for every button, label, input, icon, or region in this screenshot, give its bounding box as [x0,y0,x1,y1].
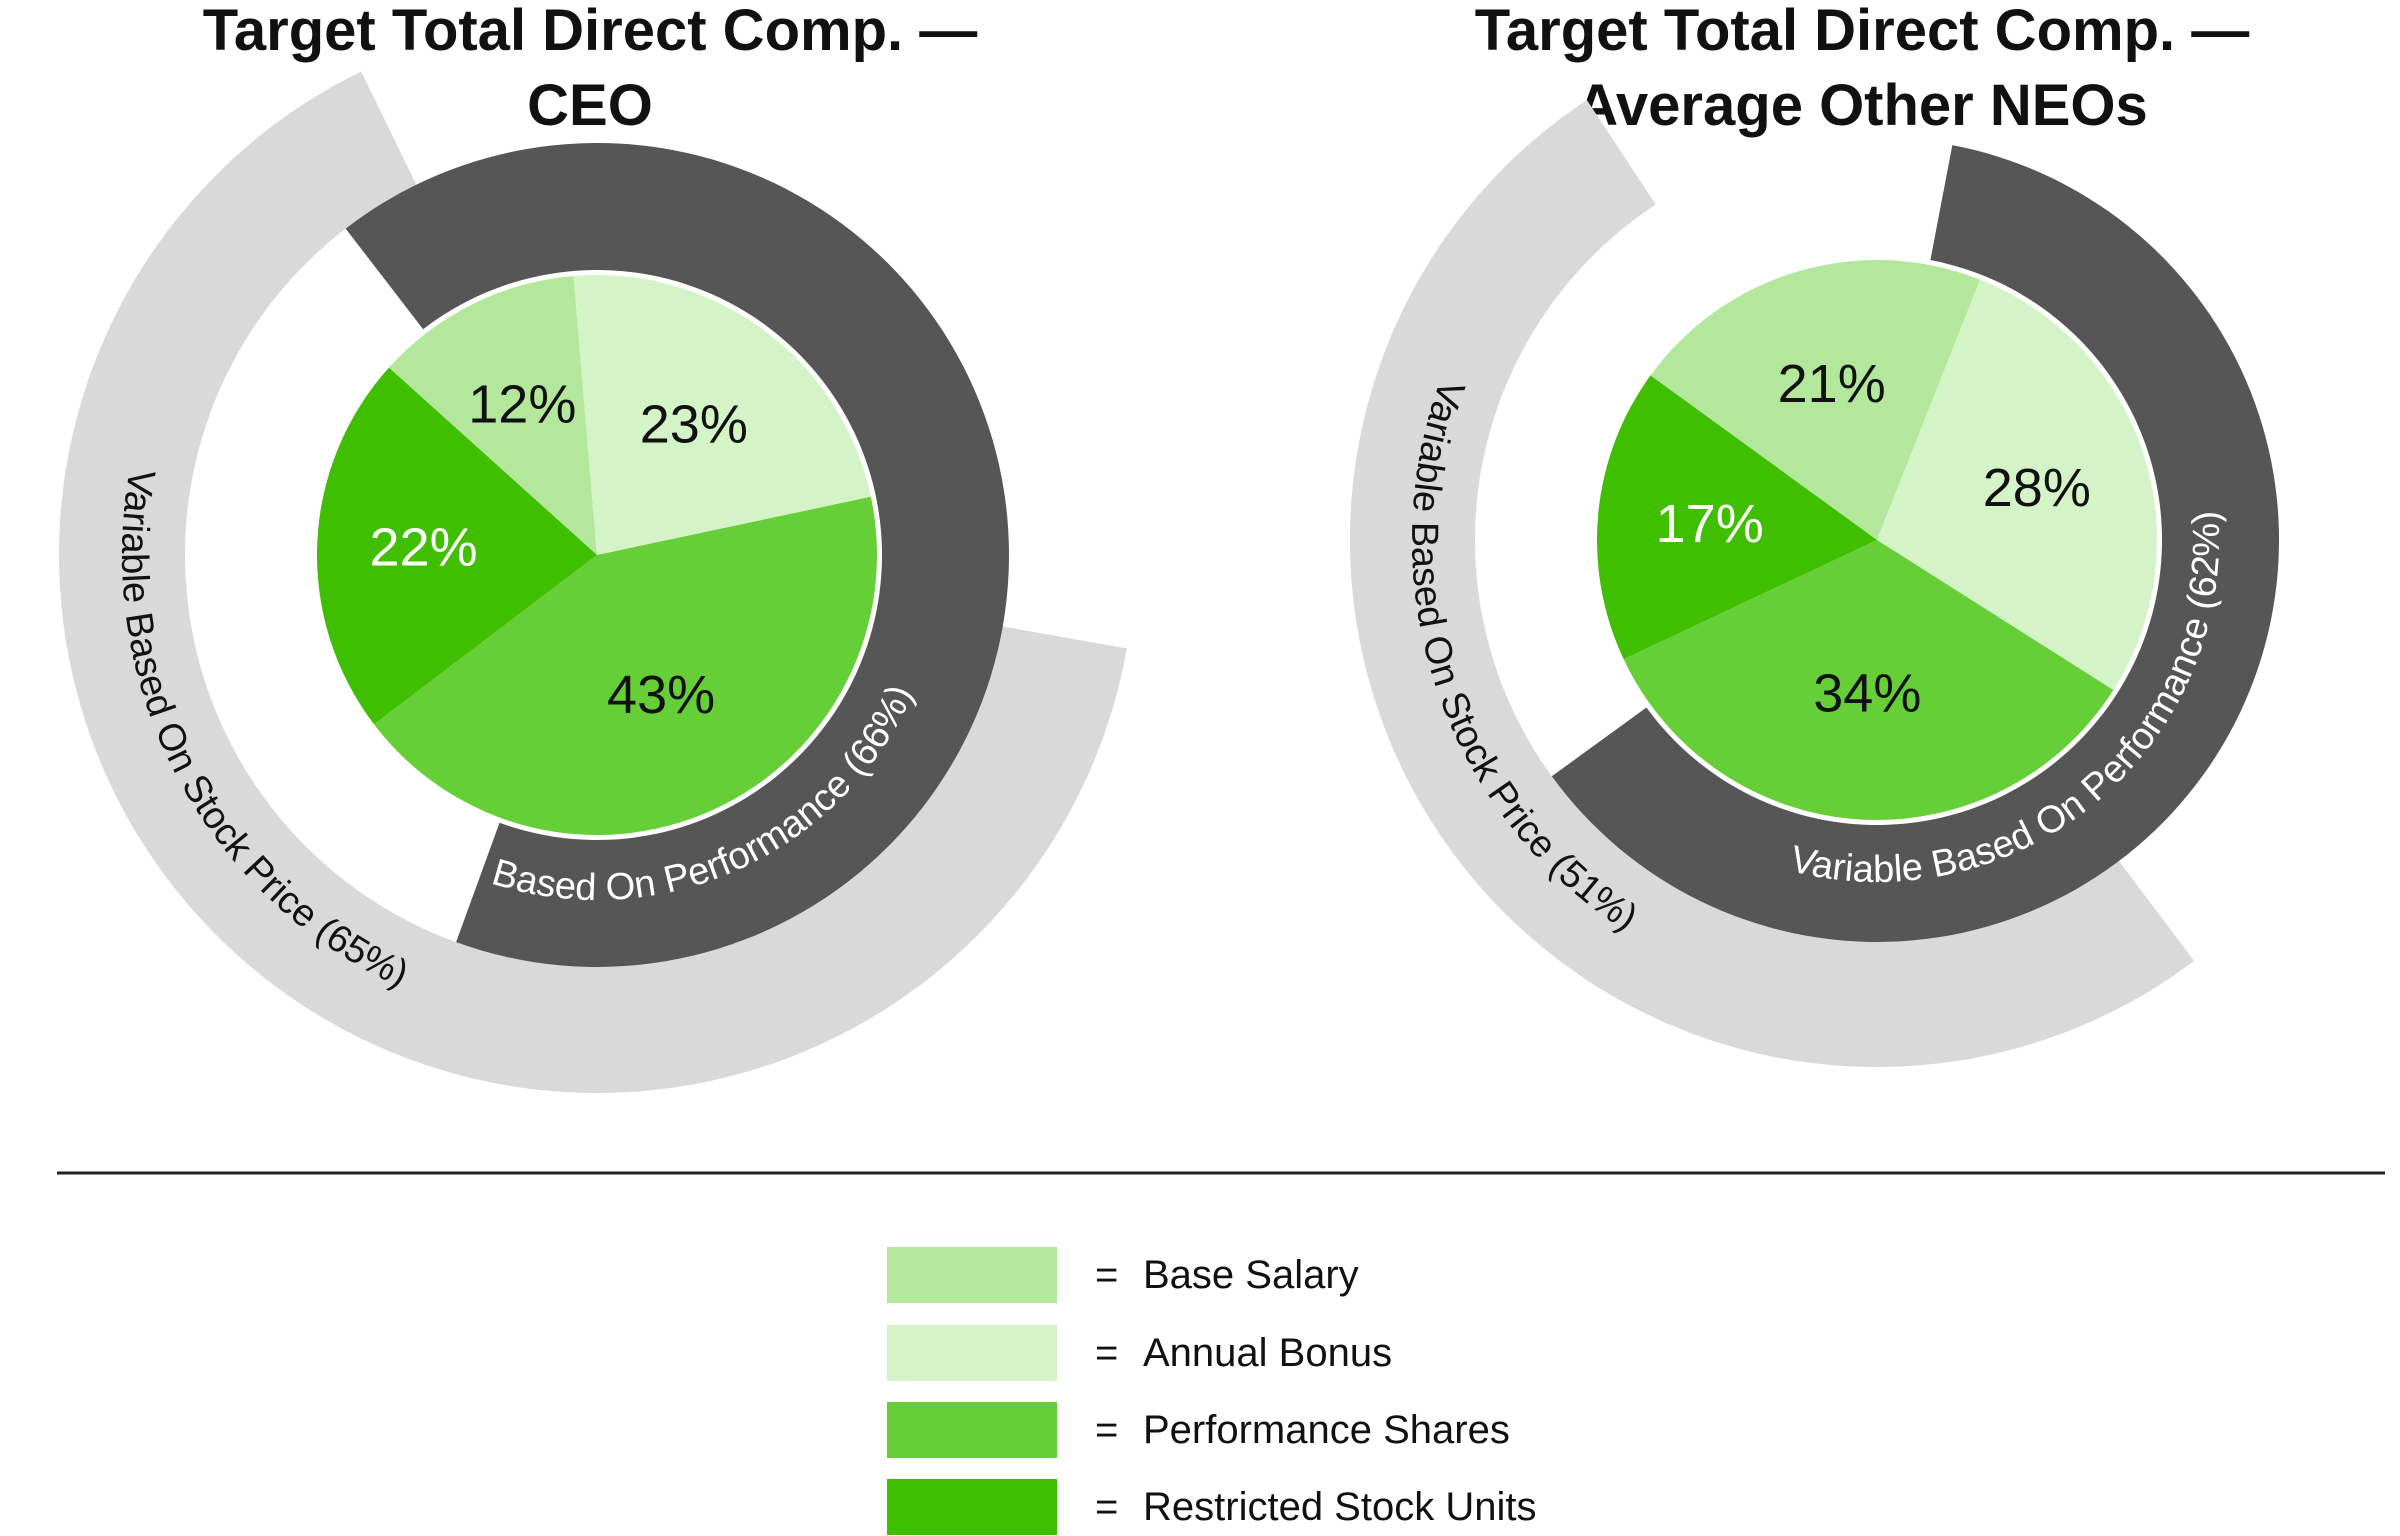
legend-equals-sign: = [1095,1485,1118,1529]
ceo-label-annual-bonus: 23% [640,395,748,455]
legend-label-performance-shares: Performance Shares [1143,1408,1510,1452]
legend: = Base Salary = Annual Bonus = Performan… [887,1247,1536,1535]
neo-chart-title-line1: Target Total Direct Comp. — [1475,0,2249,63]
neo-stock-price-ring [1349,100,2195,1068]
legend-item-restricted-stock-units: = Restricted Stock Units [887,1479,1536,1535]
neo-slice-performance-shares [1623,540,2114,820]
neo-chart-title-line2: Average Other NEOs [1576,73,2148,138]
ceo-label-restricted-stock-units: 22% [370,518,478,578]
neo-label-base-salary: 21% [1778,354,1886,414]
legend-swatch-base-salary [887,1247,1057,1303]
legend-equals-sign: = [1095,1331,1118,1375]
ceo-chart-title-line2: CEO [527,73,653,138]
ceo-label-performance-shares: 43% [607,665,715,725]
legend-swatch-restricted-stock-units [887,1479,1057,1535]
ceo-slice-performance-shares [373,496,878,836]
neo-slice-restricted-stock-units [1597,375,1877,660]
neo-label-performance-shares: 34% [1813,664,1921,724]
legend-item-base-salary: = Base Salary [887,1247,1359,1303]
legend-item-performance-shares: = Performance Shares [887,1402,1510,1458]
legend-label-restricted-stock-units: Restricted Stock Units [1143,1485,1536,1529]
legend-label-base-salary: Base Salary [1143,1253,1359,1297]
ceo-label-base-salary: 12% [468,375,576,435]
ceo-chart-title-line1: Target Total Direct Comp. — [203,0,977,63]
legend-equals-sign: = [1095,1408,1118,1452]
neo-slice-base-salary [1650,260,1981,540]
ceo-slice-base-salary [388,275,597,555]
neo-slice-annual-bonus [1877,279,2157,691]
ceo-chart: Target Total Direct Comp. — CEO 12% 23% … [59,0,1127,1094]
legend-equals-sign: = [1095,1253,1118,1297]
legend-item-annual-bonus: = Annual Bonus [887,1325,1392,1381]
legend-swatch-performance-shares [887,1402,1057,1458]
ceo-slice-annual-bonus [573,274,871,555]
legend-swatch-annual-bonus [887,1325,1057,1381]
neo-performance-ring [1551,145,2280,942]
ceo-performance-ring [345,142,1010,967]
neo-label-annual-bonus: 28% [1983,458,2091,518]
ceo-slice-restricted-stock-units [316,367,597,725]
neo-label-restricted-stock-units: 17% [1656,494,1764,554]
neo-chart: Target Total Direct Comp. — Average Othe… [1349,0,2280,1068]
legend-label-annual-bonus: Annual Bonus [1143,1331,1392,1375]
